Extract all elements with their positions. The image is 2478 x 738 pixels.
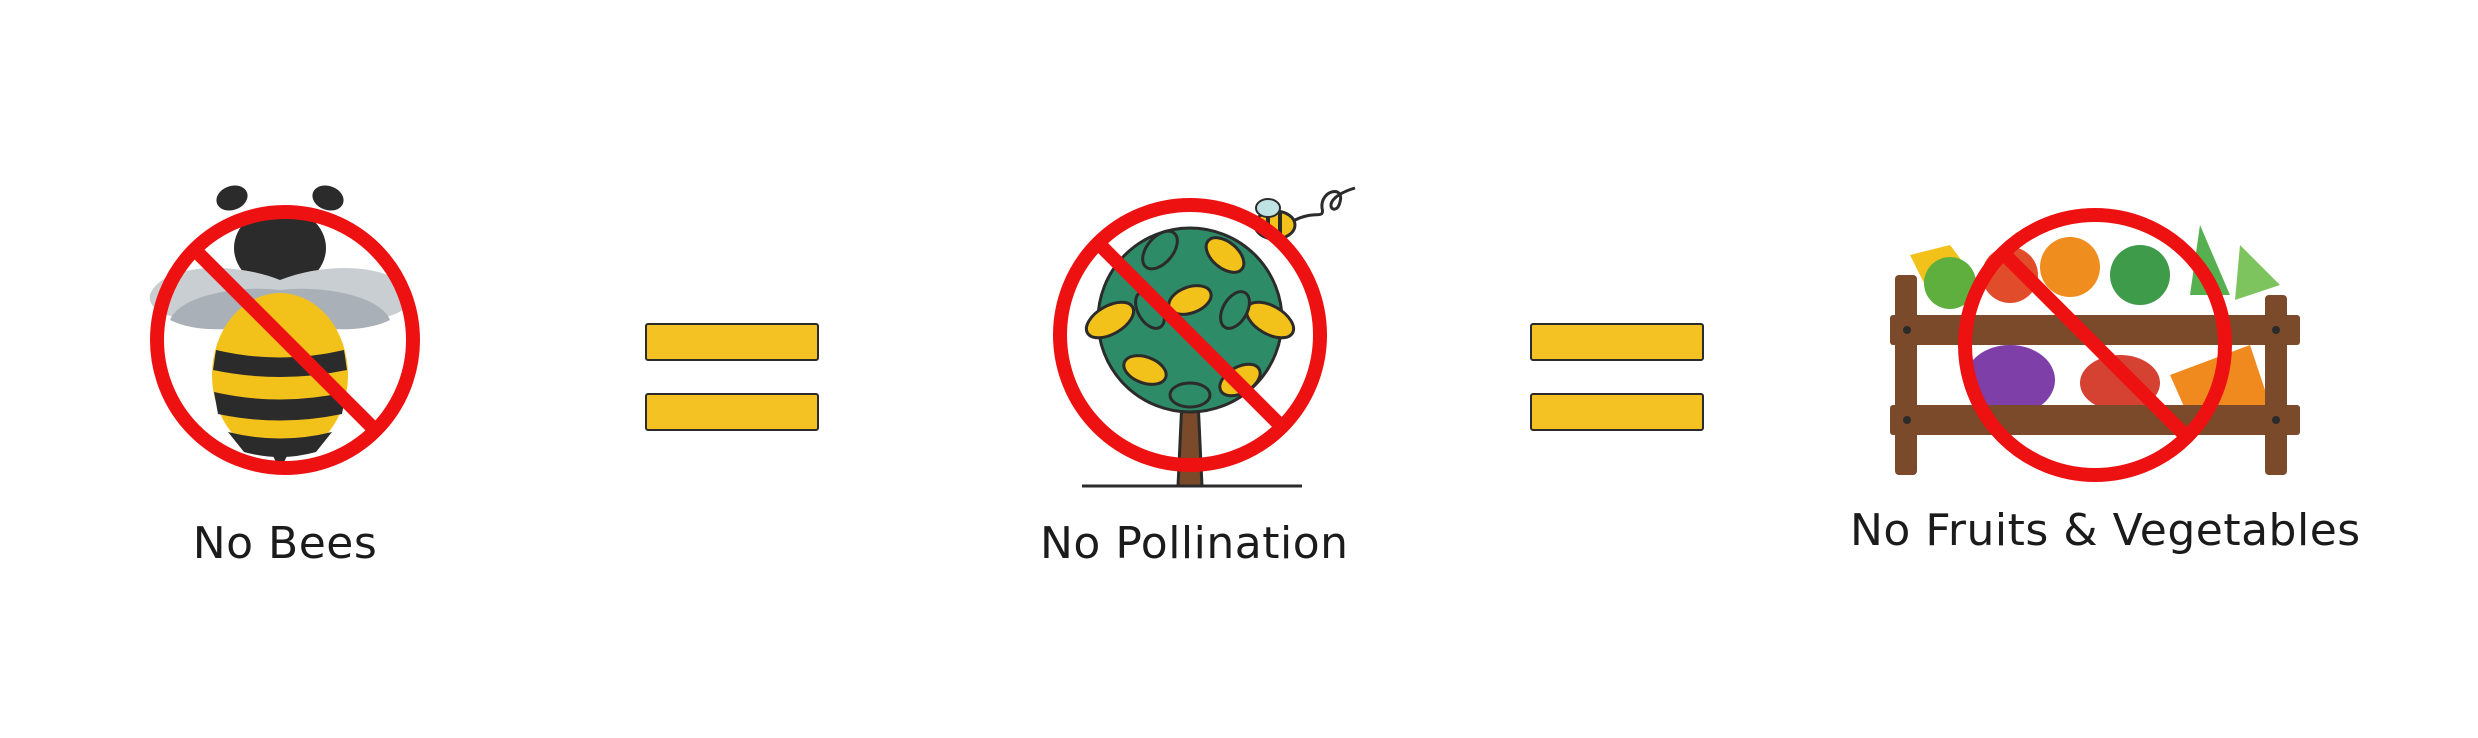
panel-label-no-bees: No Bees [192,518,378,569]
equals-bar-top [1530,323,1704,361]
no-produce-panel [1890,205,2310,485]
no-produce-icon [1890,208,2300,482]
equals-sign-1 [645,323,821,433]
equals-bar-bottom [1530,393,1704,431]
panel-label-no-pollination: No Pollination [1040,518,1349,569]
no-pollination-icon [1053,186,1356,488]
no-pollination-panel [1040,170,1380,500]
equals-bar-bottom [645,393,819,431]
equals-bar-top [645,323,819,361]
no-bees-panel [140,170,440,490]
panel-label-no-produce: No Fruits & Vegetables [1850,505,2361,556]
equals-sign-2 [1530,323,1706,433]
no-bees-icon [149,185,420,475]
